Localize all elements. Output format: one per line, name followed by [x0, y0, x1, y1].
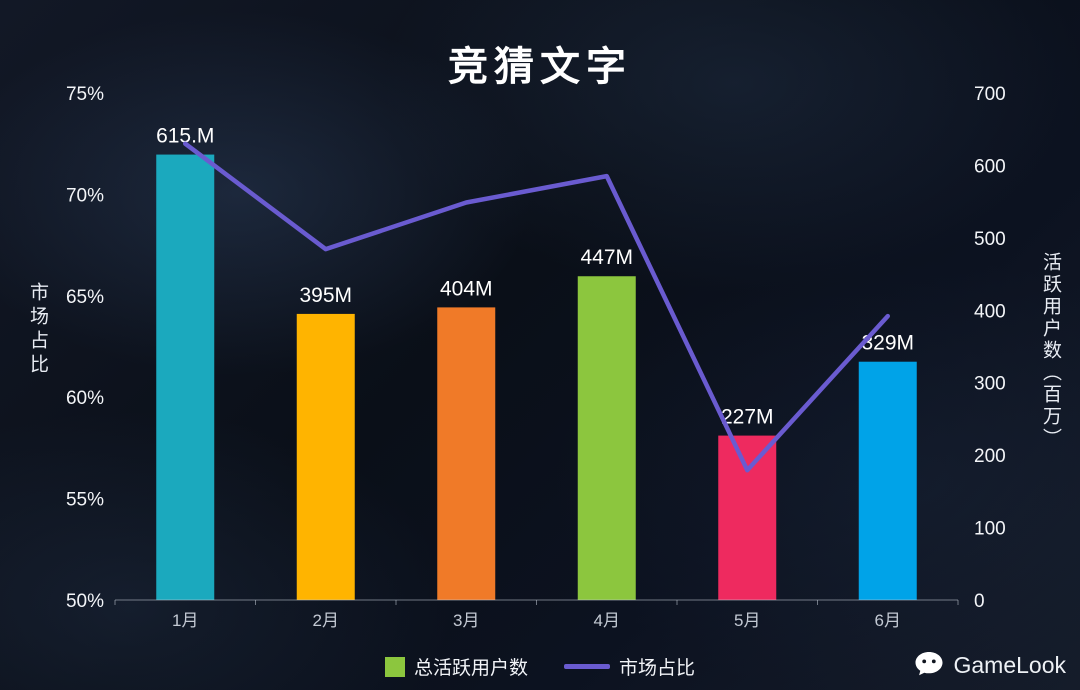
- left-tick-label: 70%: [66, 185, 104, 206]
- legend: 总活跃用户数 市场占比: [0, 653, 1080, 680]
- x-tick-label: 5月: [734, 611, 760, 630]
- right-tick-label: 300: [974, 374, 1006, 395]
- brand: GameLook: [913, 650, 1066, 680]
- bar-4月: [577, 276, 636, 600]
- bar-5月: [718, 435, 777, 600]
- bar-6月: [858, 361, 917, 600]
- brand-name: GameLook: [953, 651, 1066, 678]
- bar-3月: [437, 307, 496, 600]
- bar-value-label: 227M: [721, 406, 774, 429]
- legend-item: 市场占比: [564, 653, 695, 680]
- right-axis-title: 活跃用户数（百万）: [1040, 252, 1061, 450]
- bar-value-label: 395M: [299, 284, 352, 307]
- wechat-icon: [915, 652, 943, 676]
- left-tick-label: 55%: [66, 490, 104, 511]
- bar-2月: [296, 313, 355, 600]
- right-tick-label: 100: [974, 519, 1006, 540]
- x-tick-label: 1月: [172, 611, 198, 630]
- right-tick-label: 600: [974, 156, 1006, 177]
- right-tick-label: 500: [974, 229, 1006, 250]
- bar-value-label: 404M: [440, 277, 493, 300]
- x-tick-label: 2月: [313, 611, 339, 630]
- legend-label: 总活跃用户数: [413, 658, 528, 679]
- x-tick-label: 6月: [875, 611, 901, 630]
- x-tick-label: 4月: [594, 611, 620, 630]
- chart-title: 竞猜文字: [448, 45, 632, 89]
- left-tick-label: 60%: [66, 388, 104, 409]
- legend-square-swatch: [384, 656, 405, 677]
- right-tick-label: 0: [974, 591, 985, 612]
- x-tick-label: 3月: [453, 611, 479, 630]
- bar-1月: [156, 154, 215, 601]
- left-tick-label: 65%: [66, 287, 104, 308]
- legend-item: 总活跃用户数: [384, 653, 528, 680]
- left-axis-title: 市场占比: [27, 282, 48, 378]
- left-tick-label: 75%: [66, 84, 104, 105]
- right-tick-label: 700: [974, 84, 1006, 105]
- bar-value-label: 329M: [861, 332, 914, 355]
- bar-value-label: 615.M: [156, 125, 214, 148]
- trend-line: [183, 141, 890, 473]
- legend-label: 市场占比: [619, 658, 696, 679]
- left-tick-label: 50%: [66, 591, 104, 612]
- right-tick-label: 400: [974, 301, 1006, 322]
- legend-line-swatch: [564, 664, 610, 669]
- bar-value-label: 447M: [580, 246, 633, 269]
- right-tick-label: 200: [974, 446, 1006, 467]
